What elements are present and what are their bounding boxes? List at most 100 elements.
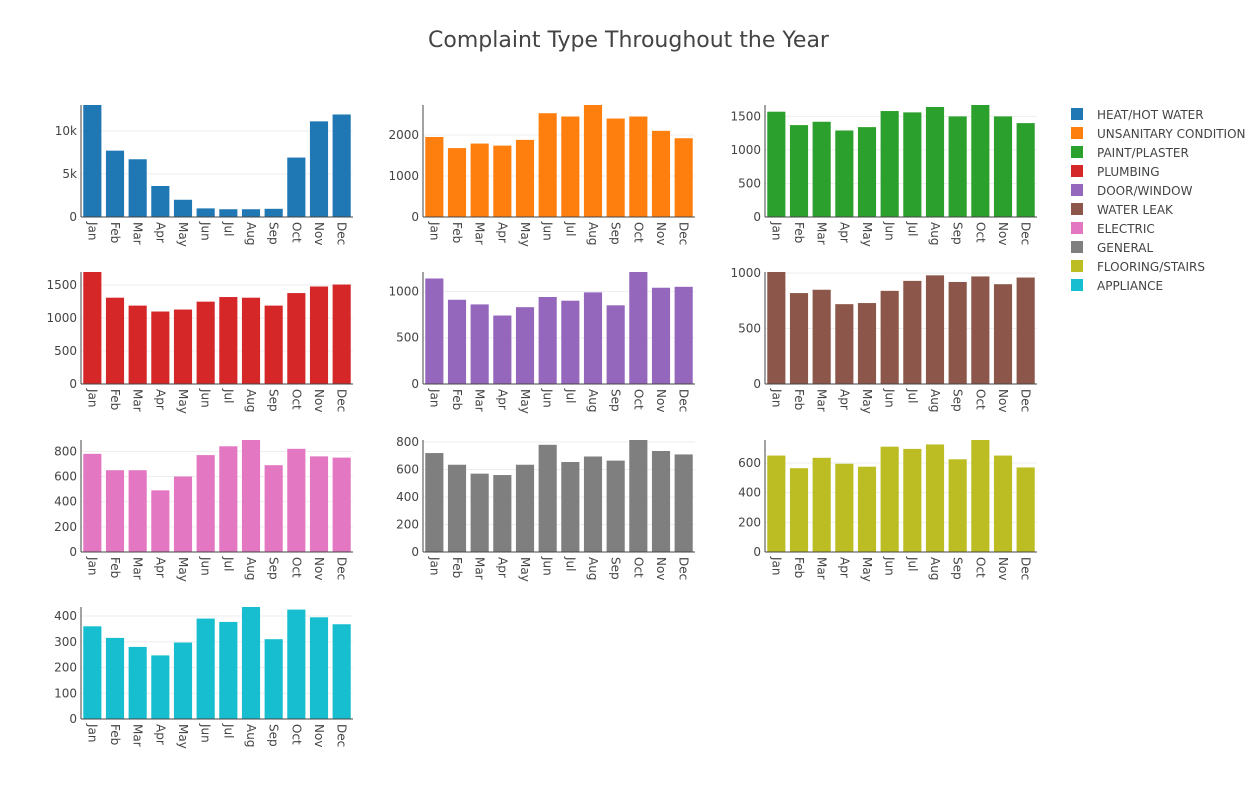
bar-unsanitary-condition-jan[interactable] <box>425 137 444 217</box>
bar-door-window-jun[interactable] <box>538 296 557 384</box>
bar-flooring-stairs-feb[interactable] <box>789 468 809 552</box>
bar-unsanitary-condition-sep[interactable] <box>606 118 625 217</box>
bar-paint-plaster-oct[interactable] <box>971 105 990 217</box>
legend-item[interactable]: DOOR/WINDOW <box>1071 184 1193 198</box>
bar-appliance-mar[interactable] <box>128 646 147 719</box>
bar-paint-plaster-may[interactable] <box>857 127 877 217</box>
bar-plumbing-apr[interactable] <box>151 311 170 384</box>
bar-water-leak-oct[interactable] <box>971 276 990 384</box>
bar-plumbing-jan[interactable] <box>83 272 102 384</box>
legend-item[interactable]: PLUMBING <box>1071 165 1160 179</box>
bar-plumbing-nov[interactable] <box>309 286 329 384</box>
bar-plumbing-feb[interactable] <box>105 297 125 384</box>
bar-unsanitary-condition-jun[interactable] <box>538 113 557 217</box>
bar-general-jan[interactable] <box>425 453 444 552</box>
bar-plumbing-sep[interactable] <box>264 305 283 384</box>
bar-flooring-stairs-aug[interactable] <box>925 444 945 552</box>
bar-heat-hot-water-nov[interactable] <box>309 121 329 217</box>
bar-plumbing-oct[interactable] <box>287 293 306 384</box>
bar-flooring-stairs-oct[interactable] <box>971 440 990 552</box>
bar-water-leak-may[interactable] <box>857 303 877 384</box>
bar-paint-plaster-aug[interactable] <box>925 107 945 217</box>
bar-water-leak-mar[interactable] <box>812 289 831 384</box>
bar-electric-jul[interactable] <box>219 446 238 552</box>
legend-item[interactable]: UNSANITARY CONDITION <box>1071 127 1246 141</box>
bar-heat-hot-water-mar[interactable] <box>128 159 147 217</box>
bar-plumbing-mar[interactable] <box>128 305 147 384</box>
bar-door-window-mar[interactable] <box>470 304 489 384</box>
bar-flooring-stairs-jan[interactable] <box>767 455 786 552</box>
bar-paint-plaster-mar[interactable] <box>812 121 831 217</box>
bar-appliance-sep[interactable] <box>264 639 283 719</box>
bar-appliance-nov[interactable] <box>309 617 329 719</box>
bar-flooring-stairs-sep[interactable] <box>948 459 967 552</box>
bar-unsanitary-condition-dec[interactable] <box>674 138 693 217</box>
legend-item[interactable]: APPLIANCE <box>1071 279 1163 293</box>
bar-general-may[interactable] <box>515 464 535 552</box>
bar-water-leak-jun[interactable] <box>880 290 899 384</box>
bar-water-leak-apr[interactable] <box>835 304 854 384</box>
bar-unsanitary-condition-apr[interactable] <box>493 145 512 217</box>
bar-flooring-stairs-jun[interactable] <box>880 446 899 552</box>
bar-water-leak-feb[interactable] <box>789 293 809 384</box>
bar-water-leak-nov[interactable] <box>993 284 1013 384</box>
bar-paint-plaster-jun[interactable] <box>880 111 899 217</box>
bar-door-window-jan[interactable] <box>425 278 444 384</box>
bar-electric-apr[interactable] <box>151 490 170 552</box>
bar-general-dec[interactable] <box>674 454 693 552</box>
bar-appliance-jan[interactable] <box>83 626 102 719</box>
bar-door-window-apr[interactable] <box>493 315 512 384</box>
bar-door-window-may[interactable] <box>515 307 535 384</box>
bar-heat-hot-water-oct[interactable] <box>287 157 306 217</box>
bar-water-leak-dec[interactable] <box>1016 277 1035 384</box>
bar-electric-dec[interactable] <box>332 457 351 552</box>
bar-heat-hot-water-may[interactable] <box>173 199 193 217</box>
bar-plumbing-jun[interactable] <box>196 301 215 384</box>
bar-general-sep[interactable] <box>606 460 625 552</box>
bar-general-apr[interactable] <box>493 475 512 552</box>
bar-flooring-stairs-mar[interactable] <box>812 457 831 552</box>
bar-unsanitary-condition-aug[interactable] <box>583 105 603 217</box>
bar-unsanitary-condition-nov[interactable] <box>651 130 671 217</box>
legend-item[interactable]: GENERAL <box>1071 241 1154 255</box>
bar-water-leak-jan[interactable] <box>767 272 786 384</box>
bar-appliance-jun[interactable] <box>196 618 215 719</box>
bar-electric-nov[interactable] <box>309 456 329 552</box>
bar-unsanitary-condition-may[interactable] <box>515 139 535 217</box>
bar-water-leak-sep[interactable] <box>948 281 967 384</box>
bar-electric-mar[interactable] <box>128 470 147 552</box>
bar-general-mar[interactable] <box>470 473 489 552</box>
bar-door-window-jul[interactable] <box>561 300 580 384</box>
bar-door-window-sep[interactable] <box>606 305 625 384</box>
bar-general-jul[interactable] <box>561 461 580 552</box>
bar-flooring-stairs-may[interactable] <box>857 466 877 552</box>
bar-unsanitary-condition-mar[interactable] <box>470 143 489 217</box>
bar-heat-hot-water-apr[interactable] <box>151 185 170 217</box>
bar-water-leak-jul[interactable] <box>903 280 922 384</box>
bar-plumbing-may[interactable] <box>173 309 193 384</box>
bar-heat-hot-water-feb[interactable] <box>105 150 125 217</box>
bar-heat-hot-water-aug[interactable] <box>241 209 261 217</box>
bar-flooring-stairs-apr[interactable] <box>835 463 854 552</box>
legend-item[interactable]: HEAT/HOT WATER <box>1071 108 1204 122</box>
legend-item[interactable]: FLOORING/STAIRS <box>1071 260 1205 274</box>
bar-general-oct[interactable] <box>629 440 648 552</box>
bar-flooring-stairs-dec[interactable] <box>1016 467 1035 552</box>
bar-door-window-dec[interactable] <box>674 286 693 384</box>
bar-appliance-aug[interactable] <box>241 607 261 719</box>
bar-flooring-stairs-nov[interactable] <box>993 455 1013 552</box>
bar-plumbing-jul[interactable] <box>219 297 238 384</box>
bar-appliance-oct[interactable] <box>287 609 306 719</box>
bar-flooring-stairs-jul[interactable] <box>903 448 922 552</box>
legend-item[interactable]: WATER LEAK <box>1071 203 1174 217</box>
bar-paint-plaster-dec[interactable] <box>1016 123 1035 217</box>
bar-paint-plaster-jul[interactable] <box>903 112 922 217</box>
bar-door-window-nov[interactable] <box>651 287 671 384</box>
bar-heat-hot-water-sep[interactable] <box>264 208 283 217</box>
bar-paint-plaster-sep[interactable] <box>948 116 967 217</box>
bar-heat-hot-water-jan[interactable] <box>83 105 102 217</box>
bar-paint-plaster-jan[interactable] <box>767 111 786 217</box>
bar-appliance-feb[interactable] <box>105 637 125 719</box>
bar-plumbing-aug[interactable] <box>241 297 261 384</box>
bar-electric-feb[interactable] <box>105 470 125 552</box>
